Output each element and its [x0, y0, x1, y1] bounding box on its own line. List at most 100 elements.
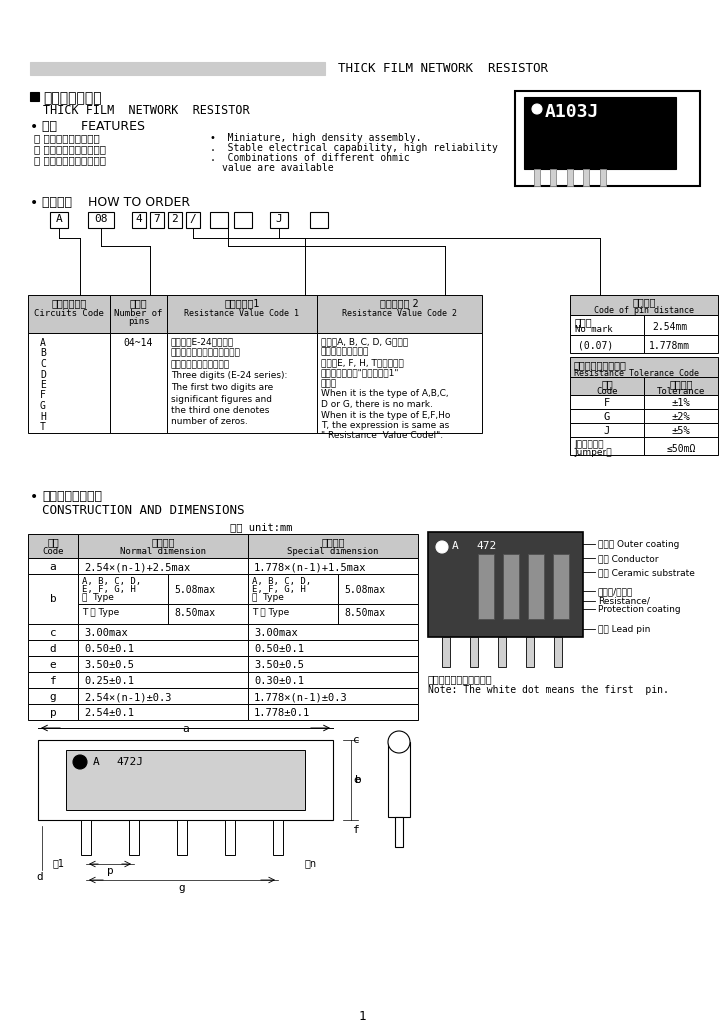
Text: •: •	[30, 490, 38, 504]
Bar	[498, 637, 506, 667]
Text: 型  Type: 型 Type	[252, 593, 284, 602]
Bar	[570, 377, 644, 395]
Text: 5.08max: 5.08max	[344, 585, 385, 595]
Text: A, B, C, D,: A, B, C, D,	[82, 577, 141, 586]
Text: T: T	[40, 422, 46, 432]
Bar	[567, 169, 573, 186]
Text: 代号: 代号	[601, 379, 613, 389]
Bar	[186, 212, 200, 228]
Bar	[428, 532, 583, 637]
Bar	[28, 534, 78, 558]
Text: C: C	[40, 359, 46, 369]
Bar	[110, 295, 167, 333]
Bar	[570, 423, 644, 437]
Bar	[570, 437, 644, 455]
Text: 5.08max: 5.08max	[174, 585, 215, 595]
Text: A: A	[452, 541, 459, 551]
Text: ＊ 电性能稳定，可靠性高: ＊ 电性能稳定，可靠性高	[34, 144, 106, 154]
Bar	[273, 820, 283, 855]
Text: 1.778±0.1: 1.778±0.1	[254, 708, 310, 718]
Bar	[81, 820, 91, 855]
Text: B: B	[40, 348, 46, 358]
Text: F: F	[40, 390, 46, 400]
Bar	[248, 656, 418, 672]
Bar	[478, 554, 494, 618]
Text: THICK FILM  NETWORK  RESISTOR: THICK FILM NETWORK RESISTOR	[43, 104, 249, 117]
Text: 1.778mm: 1.778mm	[649, 341, 690, 351]
Text: a: a	[49, 562, 57, 572]
Text: J（跳接电阻: J（跳接电阻	[574, 440, 603, 449]
Text: A, B, C, D,: A, B, C, D,	[252, 577, 311, 586]
Bar	[644, 409, 718, 423]
Text: 0.25±0.1: 0.25±0.1	[84, 676, 134, 686]
Text: the third one denotes: the third one denotes	[171, 406, 270, 415]
Circle shape	[436, 541, 448, 553]
Text: .  Combinations of different ohmic: . Combinations of different ohmic	[210, 153, 410, 163]
Text: Resistance Value Code 1: Resistance Value Code 1	[184, 309, 299, 318]
Text: 时，该部分无表示。: 时，该部分无表示。	[321, 347, 369, 356]
Bar	[129, 820, 139, 855]
Bar	[50, 212, 68, 228]
Bar	[570, 335, 644, 353]
Text: 厚膜网络电阻器: 厚膜网络电阻器	[43, 91, 102, 105]
Bar	[570, 395, 644, 409]
Text: The first two digits are: The first two digits are	[171, 383, 273, 392]
Text: CONSTRUCTION AND DIMENSIONS: CONSTRUCTION AND DIMENSIONS	[42, 504, 244, 517]
Text: T, the expression is same as: T, the expression is same as	[321, 421, 450, 430]
Bar	[526, 637, 534, 667]
Text: D or G, there is no mark.: D or G, there is no mark.	[321, 400, 433, 409]
Text: Tolerance: Tolerance	[657, 387, 705, 396]
Text: 4: 4	[136, 214, 142, 224]
Bar	[644, 395, 718, 409]
Text: p: p	[107, 866, 113, 876]
Text: 2.54±0.1: 2.54±0.1	[84, 708, 134, 718]
Text: D: D	[40, 370, 46, 380]
Text: p: p	[49, 708, 57, 718]
Bar	[168, 574, 248, 604]
Text: Jumper）: Jumper）	[574, 449, 612, 457]
Text: 电路结构代码: 电路结构代码	[51, 298, 86, 308]
Text: 表示有效数字后零的个数: 表示有效数字后零的个数	[171, 360, 230, 369]
Text: Three digits (E-24 series):: Three digits (E-24 series):	[171, 372, 287, 381]
Text: 08: 08	[94, 214, 108, 224]
Text: •  Miniature, high density assembly.: • Miniature, high density assembly.	[210, 133, 421, 143]
Text: c: c	[353, 735, 360, 745]
Bar	[248, 624, 418, 640]
Bar	[248, 672, 418, 688]
Text: When it is the type of A,B,C,: When it is the type of A,B,C,	[321, 389, 449, 398]
Text: 代号: 代号	[47, 537, 59, 547]
Text: Resistance/: Resistance/	[598, 597, 650, 606]
Text: 相同。: 相同。	[321, 379, 337, 388]
Text: 误差精度: 误差精度	[669, 379, 693, 389]
Bar	[110, 333, 167, 433]
Text: A: A	[93, 757, 100, 767]
Text: A: A	[56, 214, 62, 224]
Bar	[28, 333, 110, 433]
Bar	[78, 640, 248, 656]
Bar	[310, 212, 328, 228]
Text: 导体 Conductor: 导体 Conductor	[598, 554, 658, 563]
Bar	[583, 169, 589, 186]
Text: E, F, G, H: E, F, G, H	[82, 585, 136, 594]
Text: 1: 1	[358, 1010, 365, 1023]
Text: a: a	[182, 724, 189, 734]
Text: ＊ 小型化、高密度组装: ＊ 小型化、高密度组装	[34, 133, 100, 143]
Text: value are available: value are available	[222, 163, 334, 173]
Bar	[248, 558, 418, 574]
Text: •: •	[30, 120, 38, 134]
Text: 2: 2	[172, 214, 178, 224]
Text: Code of pin distance: Code of pin distance	[594, 306, 694, 315]
Bar	[38, 740, 333, 820]
Text: 电阻值代号 2: 电阻值代号 2	[380, 298, 419, 308]
Bar	[570, 295, 718, 315]
Text: 2.54×(n-1)±0.3: 2.54×(n-1)±0.3	[84, 692, 172, 702]
Text: /: /	[190, 214, 196, 224]
Bar	[225, 820, 235, 855]
Text: (0.07): (0.07)	[578, 341, 613, 351]
Text: When it is the type of E,F,Ho: When it is the type of E,F,Ho	[321, 411, 450, 420]
Text: E: E	[40, 380, 46, 390]
Text: 前两位表示有效数字，第三位: 前两位表示有效数字，第三位	[171, 348, 241, 357]
Text: 引脚 Lead pin: 引脚 Lead pin	[598, 625, 650, 634]
Text: Resistance Value Code 2: Resistance Value Code 2	[342, 309, 457, 318]
Bar	[78, 656, 248, 672]
